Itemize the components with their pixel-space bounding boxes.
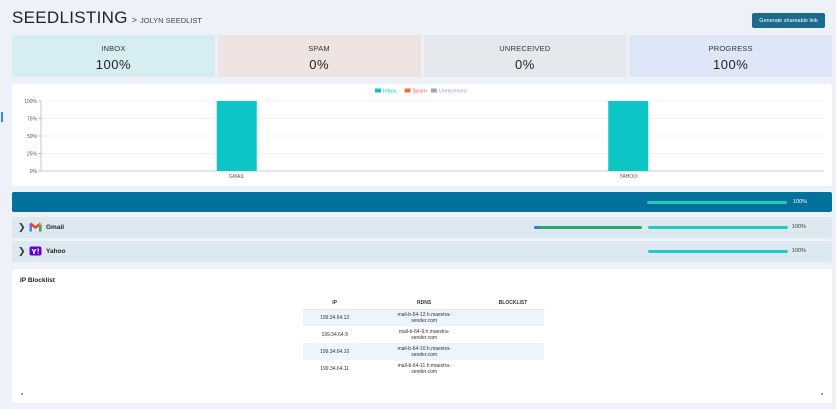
rdns-cell: mail-b-64-9.h.maestra-sender.com <box>366 326 482 343</box>
column-header-blocklist: BLOCKLIST <box>481 298 544 310</box>
rdns-cell: mail-b-64-12.h.maestra-sender.com <box>366 309 482 326</box>
table-row: 199.34.64.9 mail-b-64-9.h.maestra-sender… <box>303 326 544 343</box>
legend-label: Spam <box>413 89 428 95</box>
y-tick-label: 25% <box>27 152 38 158</box>
chart-svg: Inbox Spam Unreceived 0% 25% 50% 75% 100% GMAIL Y… <box>24 88 824 180</box>
y-tick-label: 0% <box>30 169 38 175</box>
legend-swatch <box>430 88 437 93</box>
rdns-line: mail-b-64-12.h.maestra- <box>397 311 451 318</box>
overall-progress-bar: 100% <box>12 192 832 212</box>
blocklist-cell <box>482 326 544 343</box>
y-tick-label: 50% <box>27 134 38 140</box>
column-header-ip: IP <box>303 298 367 310</box>
blocklist-cell <box>481 343 544 360</box>
rdns-line: mail-b-64-10.h.maestra- <box>397 345 451 352</box>
rdns-cell: mail-b-64-11.h.maestra-sender.com <box>366 360 482 377</box>
table-row: 199.34.64.10 mail-b-64-10.h.maestra-send… <box>303 343 544 360</box>
stat-progress: PROGRESS 100% <box>629 35 832 77</box>
ip-cell: 199.34.64.12 <box>303 309 367 326</box>
ip-cell: 199.34.64.10 <box>303 343 367 360</box>
stat-label: INBOX <box>101 44 126 53</box>
legend-label: Inbox <box>383 89 397 95</box>
provider-progress-fill <box>648 226 788 229</box>
legend-swatch <box>404 88 411 93</box>
blocklist-cell <box>481 309 544 326</box>
rdns-line: sender.com <box>411 317 438 324</box>
stat-value: 100% <box>95 57 131 72</box>
x-tick-label: GMAIL <box>229 174 245 180</box>
ip-blocklist-table: IP RDNS BLOCKLIST 199.34.64.12 mail-b-64… <box>303 298 544 377</box>
stat-label: PROGRESS <box>708 44 753 53</box>
blocklist-cell <box>482 360 544 377</box>
provider-progress-label: 100% <box>791 224 806 230</box>
stat-spam: SPAM 0% <box>217 35 421 77</box>
provider-name: Gmail <box>46 224 65 231</box>
stat-value: 0% <box>514 57 535 72</box>
rdns-line: sender.com <box>411 334 438 341</box>
scroll-dot-right <box>821 393 823 395</box>
chevron-right-icon[interactable]: ❯ <box>18 222 26 232</box>
x-tick-label: YAHOO <box>619 174 637 180</box>
ip-cell: 199.34.64.11 <box>320 365 350 372</box>
stat-value: 0% <box>309 57 330 72</box>
yahoo-icon <box>29 246 42 256</box>
gmail-icon <box>29 222 42 232</box>
bar-inbox <box>608 101 649 171</box>
table-row: 199.34.64.12 mail-b-64-12.h.maestra-send… <box>303 309 544 326</box>
breadcrumb-separator: > <box>131 15 137 25</box>
provider-row-yahoo[interactable]: ❯ Yahoo 100% <box>12 241 832 262</box>
provider-progress-label: 100% <box>791 248 806 254</box>
stat-inbox: INBOX 100% <box>12 35 215 77</box>
table-row: 199.34.64.11 mail-b-64-11.h.maestra-send… <box>303 360 544 377</box>
bar-inbox <box>216 101 257 171</box>
legend-swatch <box>375 88 381 93</box>
chevron-right-icon[interactable]: ❯ <box>18 246 26 256</box>
scroll-dot-left <box>21 393 23 395</box>
generate-share-link-button[interactable]: Generate shareable link <box>752 13 825 28</box>
ip-cell: 199.34.64.9 <box>321 331 348 338</box>
stat-label: UNRECEIVED <box>499 44 551 53</box>
provider-progress-fill <box>648 250 788 253</box>
overall-progress-label: 100% <box>793 199 808 205</box>
rdns-line: mail-b-64-11.h.maestra- <box>397 362 451 369</box>
section-title: IP Blocklist <box>20 277 55 284</box>
overall-progress-fill <box>647 201 787 204</box>
rdns-line: sender.com <box>411 351 438 358</box>
ip-blocklist-panel: IP Blocklist IP RDNS BLOCKLIST 199.34.64… <box>12 269 832 403</box>
page-title: SEEDLISTING <box>12 8 128 27</box>
table-header-row: IP RDNS BLOCKLIST <box>303 298 544 310</box>
legend-label: Unreceived <box>439 89 467 95</box>
deliverability-chart: Inbox Spam Unreceived 0% 25% 50% 75% 100% GMAIL Y… <box>12 84 832 186</box>
page-header: SEEDLISTING > JOLYN SEEDLIST Generate sh… <box>12 8 828 34</box>
rdns-line: sender.com <box>411 368 438 375</box>
rdns-cell: mail-b-64-10.h.maestra-sender.com <box>366 343 482 360</box>
rdns-line: mail-b-64-9.h.maestra- <box>398 328 450 335</box>
provider-row-gmail[interactable]: ❯ Gmail 100% <box>12 217 832 238</box>
stats-row: INBOX 100% SPAM 0% UNRECEIVED 0% PROGRES… <box>12 35 832 77</box>
stat-value: 100% <box>713 57 749 72</box>
stat-label: SPAM <box>308 44 330 53</box>
scroll-indicator <box>1 112 3 122</box>
y-tick-label: 100% <box>24 99 37 105</box>
provider-name: Yahoo <box>46 248 66 255</box>
column-header-rdns: RDNS <box>366 298 482 310</box>
stat-unreceived: UNRECEIVED 0% <box>423 35 627 77</box>
breadcrumb[interactable]: JOLYN SEEDLIST <box>139 16 202 25</box>
y-tick-label: 75% <box>27 117 38 123</box>
inbox-share-bar <box>534 226 642 229</box>
